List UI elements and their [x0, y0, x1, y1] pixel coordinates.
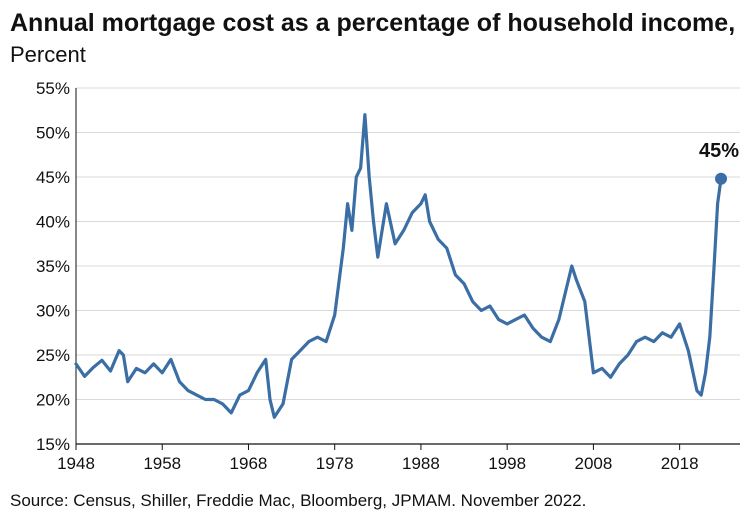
y-tick-label: 20%	[36, 391, 70, 410]
chart-title: Annual mortgage cost as a percentage of …	[10, 8, 740, 70]
title-separator: ,	[728, 9, 736, 37]
title-main: Annual mortgage cost as a percentage of …	[10, 9, 729, 37]
x-tick-label: 2008	[574, 454, 612, 473]
y-tick-label: 55%	[36, 79, 70, 98]
y-tick-label: 45%	[36, 168, 70, 187]
x-axis: 1948 1958 1968 1978 1988 1998 2008 2018	[57, 443, 740, 473]
end-point-label: 45%	[699, 140, 739, 162]
x-tick-label: 1978	[316, 454, 354, 473]
y-axis: 15% 20% 25% 30% 35% 40% 45% 50% 55%	[36, 79, 77, 454]
x-tick-label: 1998	[488, 454, 526, 473]
x-tick-label: 1948	[57, 454, 95, 473]
end-point-marker	[715, 172, 728, 185]
title-unit: Percent	[10, 42, 86, 67]
grid-lines	[76, 87, 740, 400]
y-tick-label: 15%	[36, 435, 70, 454]
x-tick-label: 1988	[402, 454, 440, 473]
x-tick-label: 1968	[230, 454, 268, 473]
x-tick-label: 2018	[661, 454, 699, 473]
x-tick-label: 1958	[143, 454, 181, 473]
y-tick-label: 30%	[36, 302, 70, 321]
source-note: Source: Census, Shiller, Freddie Mac, Bl…	[10, 491, 587, 510]
y-tick-label: 40%	[36, 213, 70, 232]
series-line	[74, 113, 723, 419]
y-tick-label: 25%	[36, 346, 70, 365]
line-chart: 15% 20% 25% 30% 35% 40% 45% 50% 55% 1948 1958 1968…	[36, 79, 740, 473]
y-tick-label: 50%	[36, 124, 70, 143]
y-tick-label: 35%	[36, 257, 70, 276]
